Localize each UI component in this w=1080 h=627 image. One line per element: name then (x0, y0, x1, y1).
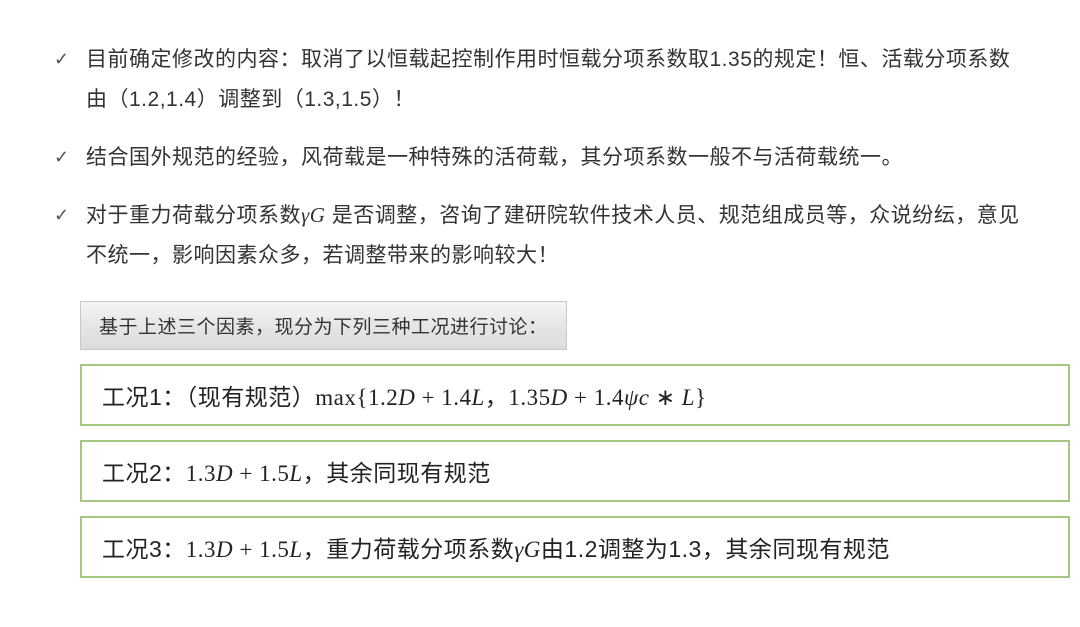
subtitle-box: 基于上述三个因素，现分为下列三种工况进行讨论： (80, 301, 567, 350)
case1-label: 工况1：（现有规范） (102, 384, 315, 410)
case1-star: ∗ (649, 385, 681, 410)
case1-math: max{1.2D + 1.4L，1.35D + 1.4ψc ∗ L} (315, 385, 706, 410)
bullet-item-1: 目前确定修改的内容：取消了以恒载起控制作用时恒载分项系数取1.35的规定！恒、活… (50, 40, 1030, 120)
case1-D1: D (398, 385, 415, 410)
case1-cpart: c (639, 385, 650, 410)
case2-plus: + (233, 461, 259, 486)
bullet-item-3: 对于重力荷载分项系数γG 是否调整，咨询了建研院软件技术人员、规范组成员等，众说… (50, 196, 1030, 276)
case1-c1: 1.2 (368, 385, 398, 410)
case1-c4: 1.4 (594, 385, 624, 410)
case3-plus: + (233, 537, 259, 562)
case2-c2: 1.5 (259, 461, 289, 486)
case1-c2: 1.4 (441, 385, 471, 410)
case2-label: 工况2： (102, 460, 186, 486)
slide: 目前确定修改的内容：取消了以恒载起控制作用时恒载分项系数取1.35的规定！恒、活… (0, 0, 1080, 627)
case2-tail: ，其余同现有规范 (303, 460, 491, 486)
case2-c1: 1.3 (186, 461, 216, 486)
case-box-2: 工况2：1.3D + 1.5L，其余同现有规范 (80, 440, 1070, 502)
case3-L: L (289, 537, 302, 562)
case2-L: L (289, 461, 302, 486)
case1-D2: D (551, 385, 568, 410)
case3-math: 1.3D + 1.5L (186, 537, 303, 562)
case3-mid: ，重力荷载分项系数 (303, 536, 515, 562)
case3-gamma: γ (514, 537, 524, 562)
case1-plus2: + (568, 385, 594, 410)
case1-comma: ， (485, 385, 509, 410)
case2-math: 1.3D + 1.5L (186, 461, 303, 486)
case1-c3: 1.35 (508, 385, 550, 410)
case3-c1: 1.3 (186, 537, 216, 562)
case1-plus1: + (415, 385, 441, 410)
case1-close: } (695, 385, 707, 410)
case3-label: 工况3： (102, 536, 186, 562)
case3-D: D (216, 537, 233, 562)
bullet3-before: 对于重力荷载分项系数 (86, 204, 301, 227)
bullet-list: 目前确定修改的内容：取消了以恒载起控制作用时恒载分项系数取1.35的规定！恒、活… (50, 40, 1030, 275)
case2-D: D (216, 461, 233, 486)
case3-mid2: 由1.2调整为1.3，其余同现有规范 (541, 536, 890, 562)
case1-psi: ψ (624, 385, 639, 410)
case1-max: max{ (315, 385, 368, 410)
case3-gamma-sub: G (524, 537, 541, 562)
case1-L1: L (472, 385, 485, 410)
case3-c2: 1.5 (259, 537, 289, 562)
case-box-1: 工况1：（现有规范）max{1.2D + 1.4L，1.35D + 1.4ψc … (80, 364, 1070, 426)
gamma-symbol: γ (301, 203, 310, 227)
bullet-item-2: 结合国外规范的经验，风荷载是一种特殊的活荷载，其分项系数一般不与活荷载统一。 (50, 138, 1030, 178)
gamma-sub: G (310, 203, 326, 227)
case1-L2: L (682, 385, 695, 410)
case-box-3: 工况3：1.3D + 1.5L，重力荷载分项系数γG由1.2调整为1.3，其余同… (80, 516, 1070, 578)
